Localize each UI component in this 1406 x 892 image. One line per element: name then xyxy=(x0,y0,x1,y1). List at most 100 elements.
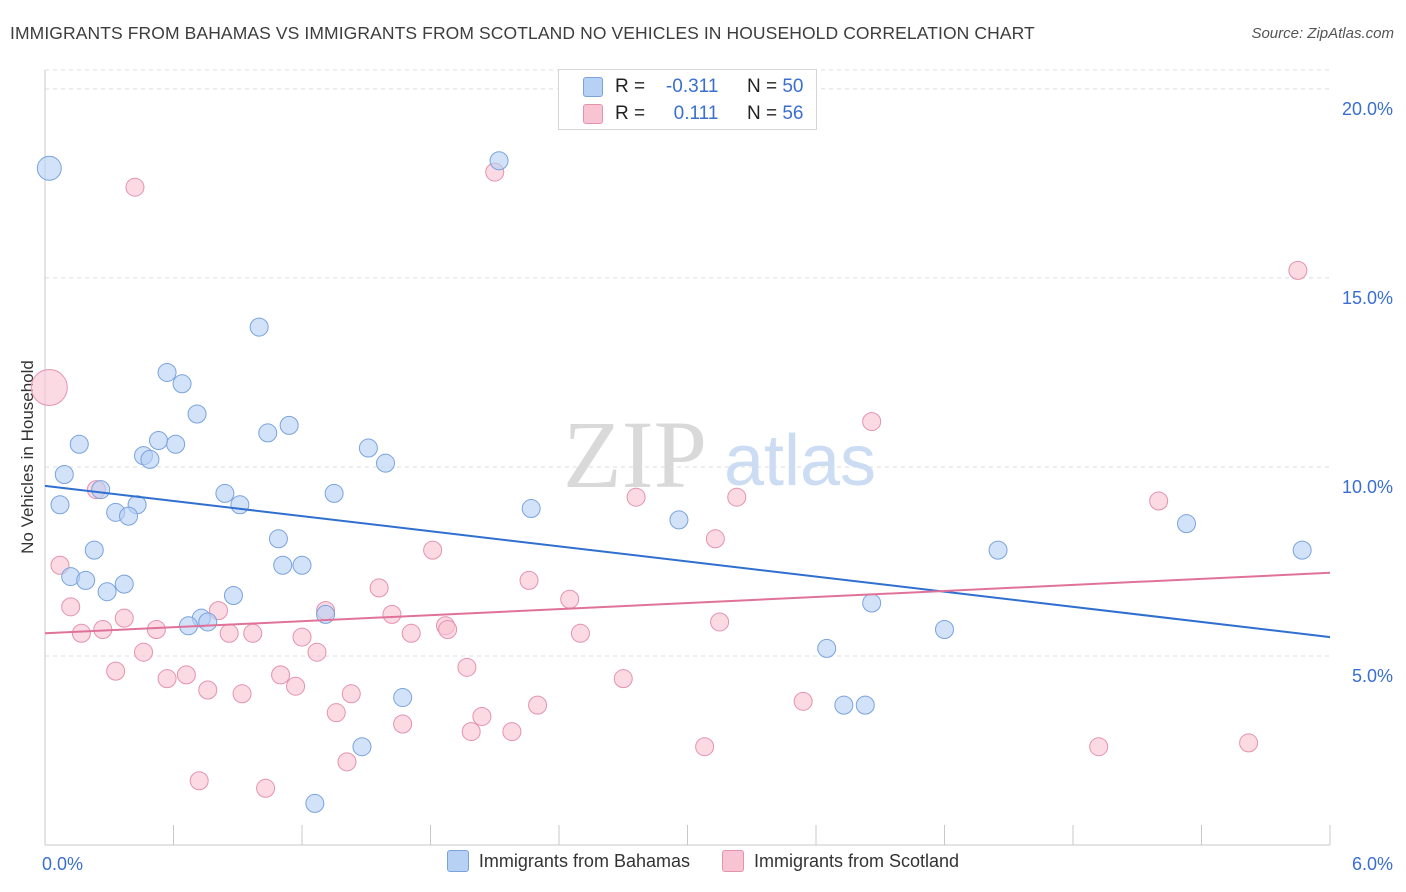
x-tick-label: 6.0% xyxy=(1352,854,1393,874)
legend-label: Immigrants from Scotland xyxy=(753,850,960,871)
scotland-point xyxy=(157,669,177,689)
trend-lines xyxy=(44,484,1331,639)
bahamas-point xyxy=(268,529,288,549)
legend-item-bahamas: Immigrants from Bahamas xyxy=(446,850,690,872)
bahamas-point xyxy=(119,506,139,526)
bahamas-point xyxy=(172,374,192,394)
scotland-point xyxy=(423,540,443,560)
bahamas-trend-line xyxy=(44,484,1331,639)
scotland-point xyxy=(271,665,291,685)
y-tick-label: 20.0% xyxy=(1342,99,1393,119)
bahamas-point xyxy=(50,495,70,515)
scotland-point xyxy=(307,642,327,662)
bahamas-point xyxy=(862,593,882,613)
scotland-point xyxy=(382,604,402,624)
r-label: R = xyxy=(615,76,646,97)
scotland-point xyxy=(727,487,747,507)
r-label: R = xyxy=(615,103,646,124)
bahamas-point xyxy=(669,510,689,530)
bahamas-point xyxy=(393,688,413,708)
scotland-trend-line xyxy=(44,571,1331,635)
bahamas-point xyxy=(166,434,186,454)
scotland-point xyxy=(793,691,813,711)
scotland-point xyxy=(1149,491,1169,511)
scotland-point xyxy=(189,771,209,791)
bahamas-point xyxy=(249,317,269,337)
scotland-point xyxy=(461,722,481,742)
scotland-point xyxy=(256,778,276,798)
y-tick-label: 15.0% xyxy=(1342,288,1393,308)
scotland-point xyxy=(146,620,166,640)
bahamas-point xyxy=(114,574,134,594)
n-label: N = xyxy=(746,103,778,124)
scotland-point xyxy=(198,680,218,700)
scotland-point xyxy=(705,529,725,549)
bahamas-point xyxy=(817,638,837,658)
n-value: 50 xyxy=(782,76,804,97)
scotland-point xyxy=(570,623,590,643)
scotland-point xyxy=(519,570,539,590)
scotland-point xyxy=(232,684,252,704)
axes xyxy=(44,70,1331,846)
scotland-point xyxy=(1239,733,1259,753)
scotland-point xyxy=(457,657,477,677)
bahamas-point xyxy=(97,582,117,602)
source-label: Source: ZipAtlas.com xyxy=(1251,25,1394,42)
r-value: -0.311 xyxy=(665,76,719,97)
bahamas-point xyxy=(292,555,312,575)
scotland-point xyxy=(613,669,633,689)
x-tick-label: 0.0% xyxy=(42,854,83,874)
watermark: ZIP atlas xyxy=(563,401,876,508)
scotland-point xyxy=(401,623,421,643)
scotland-point xyxy=(472,706,492,726)
scotland-point xyxy=(438,620,458,640)
scotland-point xyxy=(326,703,346,723)
legend-r-text: R = 0.111 N = 56 xyxy=(615,103,803,125)
bahamas-point xyxy=(273,555,293,575)
bahamas-point xyxy=(855,695,875,715)
bahamas-point xyxy=(215,483,235,503)
legend-item-scotland: Immigrants from Scotland xyxy=(721,850,960,872)
scotland-point xyxy=(61,597,81,617)
scotland-point xyxy=(502,722,522,742)
bahamas-point xyxy=(157,362,177,382)
scotland-point xyxy=(862,412,882,432)
legend-label: Immigrants from Bahamas xyxy=(478,850,690,871)
n-value: 56 xyxy=(782,103,804,124)
bahamas-point xyxy=(1292,540,1312,560)
bahamas-point xyxy=(198,612,218,632)
scotland-point xyxy=(125,177,145,197)
bahamas-point xyxy=(1177,514,1197,534)
chart-title: IMMIGRANTS FROM BAHAMAS VS IMMIGRANTS FR… xyxy=(10,23,1035,43)
bahamas-point xyxy=(230,495,250,515)
legend-swatch-blue xyxy=(446,850,469,872)
bahamas-point xyxy=(149,430,169,450)
bahamas-point xyxy=(84,540,104,560)
bahamas-point xyxy=(834,695,854,715)
legend-swatch-pink xyxy=(721,850,744,872)
scotland-point xyxy=(337,752,357,772)
bahamas-point xyxy=(489,151,509,171)
scotland-point xyxy=(106,661,126,681)
bahamas-point xyxy=(54,465,74,485)
correlation-legend: R = -0.311 N = 50 R = 0.111 N = 56 xyxy=(558,69,817,130)
watermark-atlas: atlas xyxy=(724,421,876,501)
series-legend: Immigrants from Bahamas Immigrants from … xyxy=(0,850,1406,872)
scotland-point xyxy=(30,369,68,407)
bahamas-point xyxy=(376,453,396,473)
scotland-point xyxy=(292,627,312,647)
bahamas-point xyxy=(988,540,1008,560)
scotland-point xyxy=(134,642,154,662)
bahamas-point xyxy=(76,570,96,590)
tick-labels: 5.0% 10.0% 15.0% 20.0% 0.0% 6.0% xyxy=(42,99,1393,874)
bahamas-point xyxy=(36,155,62,181)
y-tick-label: 10.0% xyxy=(1342,477,1393,497)
scotland-point xyxy=(176,665,196,685)
r-value: 0.111 xyxy=(673,103,719,124)
scotland-point xyxy=(393,714,413,734)
scotland-point xyxy=(710,612,730,632)
scotland-point xyxy=(71,623,91,643)
scotland-point xyxy=(695,737,715,757)
bahamas-point xyxy=(352,737,372,757)
y-tick-label: 5.0% xyxy=(1352,666,1393,686)
